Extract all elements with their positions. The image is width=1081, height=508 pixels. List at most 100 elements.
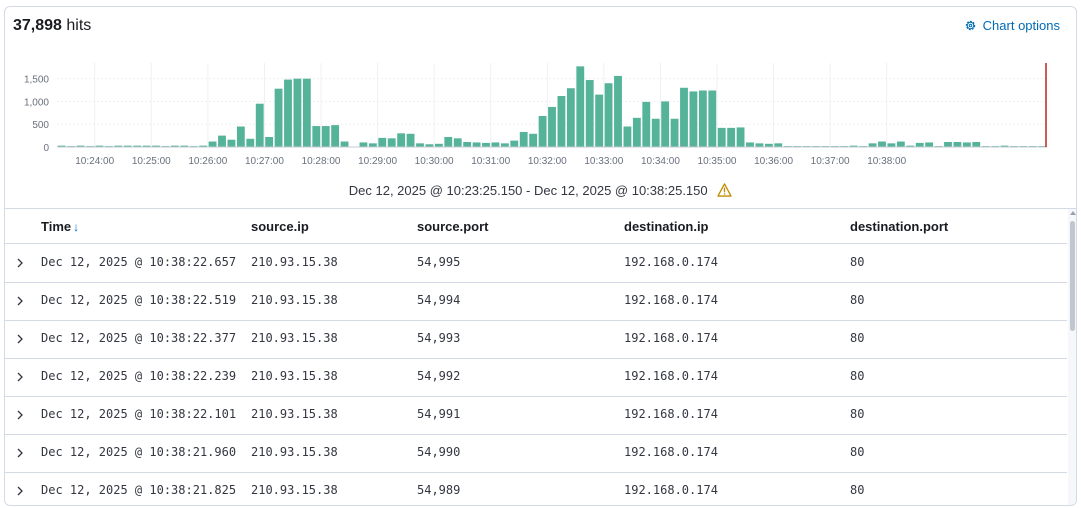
scroll-up-arrow-icon[interactable] xyxy=(1070,211,1076,215)
y-tick-label: 1,500 xyxy=(24,75,49,86)
histogram-bar xyxy=(227,139,236,147)
histogram-chart[interactable]: 10:24:00 10:25:00 10:26:00 10:27:00 10:28:00… xyxy=(5,7,1077,177)
histogram-bar xyxy=(133,145,142,147)
documents-table: Time ↓ source.ip source.port destination.… xyxy=(5,208,1076,505)
table-row[interactable]: Dec 12, 2025 @ 10:38:21.825 210.93.15.38… xyxy=(5,472,1067,505)
cell-destination-port: 80 xyxy=(850,407,865,421)
cell-destination-ip: 192.168.0.174 xyxy=(624,369,718,383)
histogram-bar xyxy=(557,95,566,147)
chevron-right-icon[interactable] xyxy=(13,332,27,346)
histogram-bar xyxy=(142,145,151,147)
table-row[interactable]: Dec 12, 2025 @ 10:38:22.657 210.93.15.38… xyxy=(5,244,1067,283)
discover-panel: 37,898 hits Chart options 10:24:00 10:25:… xyxy=(4,6,1077,506)
histogram-bar xyxy=(491,142,500,147)
histogram-bar xyxy=(293,78,302,147)
histogram-bar xyxy=(331,125,340,147)
cell-destination-port: 80 xyxy=(850,255,865,269)
histogram-bar xyxy=(95,145,104,147)
histogram-bar xyxy=(406,133,415,147)
scrollbar-thumb[interactable] xyxy=(1070,221,1075,331)
histogram-bar xyxy=(123,145,132,147)
chevron-right-icon[interactable] xyxy=(13,408,27,422)
histogram-bar xyxy=(510,140,519,147)
chevron-right-icon[interactable] xyxy=(13,256,27,270)
histogram-bar xyxy=(632,117,641,147)
histogram-bar xyxy=(736,127,745,147)
x-tick-label: 10:25:00 xyxy=(132,156,171,167)
x-tick-label: 10:37:00 xyxy=(811,156,850,167)
histogram-bar xyxy=(764,143,773,147)
histogram-bar xyxy=(774,143,783,147)
histogram-bar xyxy=(368,143,377,147)
table-row[interactable]: Dec 12, 2025 @ 10:38:22.239 210.93.15.38… xyxy=(5,358,1067,397)
histogram-bar xyxy=(274,88,283,147)
chevron-right-icon[interactable] xyxy=(13,446,27,460)
histogram-bar xyxy=(585,80,594,147)
warning-icon[interactable] xyxy=(717,183,732,197)
histogram-bar xyxy=(312,126,321,147)
column-header-destination-ip[interactable]: destination.ip xyxy=(624,219,709,234)
table-row[interactable]: Dec 12, 2025 @ 10:38:22.519 210.93.15.38… xyxy=(5,282,1067,321)
chevron-right-icon[interactable] xyxy=(13,294,27,308)
histogram-bar xyxy=(265,136,274,147)
cell-time: Dec 12, 2025 @ 10:38:22.101 xyxy=(41,407,237,421)
column-header-time-label: Time xyxy=(41,219,72,234)
histogram-bar xyxy=(1000,145,1009,147)
histogram-bar xyxy=(576,66,585,147)
histogram-bar xyxy=(896,141,905,147)
cell-source-port: 54,989 xyxy=(417,483,461,497)
cell-source-port: 54,995 xyxy=(417,255,461,269)
y-tick-label: 0 xyxy=(43,143,49,154)
sort-descending-icon[interactable]: ↓ xyxy=(73,220,80,234)
x-tick-label: 10:24:00 xyxy=(75,156,114,167)
table-row[interactable]: Dec 12, 2025 @ 10:38:21.960 210.93.15.38… xyxy=(5,434,1067,473)
cell-source-port: 54,993 xyxy=(417,331,461,345)
histogram-bar xyxy=(614,75,622,147)
histogram-bar xyxy=(661,101,670,147)
histogram-bar xyxy=(604,83,613,147)
cell-destination-port: 80 xyxy=(850,483,865,497)
hits-count: 37,898 hits xyxy=(13,17,91,35)
histogram-bar xyxy=(284,79,292,147)
cell-destination-port: 80 xyxy=(850,293,865,307)
cell-source-ip: 210.93.15.38 xyxy=(251,445,338,459)
cell-source-ip: 210.93.15.38 xyxy=(251,293,338,307)
histogram-bar xyxy=(708,90,717,147)
cell-destination-ip: 192.168.0.174 xyxy=(624,331,718,345)
histogram-bar xyxy=(255,103,264,147)
chevron-right-icon[interactable] xyxy=(13,484,27,498)
histogram-bar xyxy=(680,87,688,147)
time-range-label: Dec 12, 2025 @ 10:23:25.150 - Dec 12, 20… xyxy=(348,183,708,198)
histogram-bar xyxy=(519,131,528,147)
column-header-time[interactable]: Time ↓ xyxy=(41,219,79,234)
cell-destination-ip: 192.168.0.174 xyxy=(624,483,718,497)
x-tick-label: 10:26:00 xyxy=(188,156,227,167)
x-tick-label: 10:28:00 xyxy=(302,156,341,167)
column-header-destination-port[interactable]: destination.port xyxy=(850,219,949,234)
histogram-bar xyxy=(868,143,877,147)
x-tick-label: 10:32:00 xyxy=(528,156,567,167)
histogram-bar xyxy=(246,138,255,147)
chart-options-button[interactable]: Chart options xyxy=(964,18,1060,33)
x-tick-label: 10:38:00 xyxy=(867,156,906,167)
histogram-bar xyxy=(170,145,179,147)
table-row[interactable]: Dec 12, 2025 @ 10:38:22.101 210.93.15.38… xyxy=(5,396,1067,435)
histogram-bar xyxy=(566,88,575,147)
histogram-bar xyxy=(623,126,632,147)
x-tick-label: 10:27:00 xyxy=(245,156,284,167)
histogram-bar xyxy=(378,137,387,147)
chevron-right-icon[interactable] xyxy=(13,370,27,384)
histogram-bar xyxy=(340,141,349,147)
table-scrollbar[interactable] xyxy=(1068,209,1076,505)
column-header-source-ip[interactable]: source.ip xyxy=(251,219,309,234)
column-header-source-port[interactable]: source.port xyxy=(417,219,489,234)
histogram-bar xyxy=(651,118,660,147)
histogram-bar xyxy=(887,143,896,147)
histogram-bar xyxy=(500,143,509,147)
histogram-bar xyxy=(321,126,330,147)
histogram-bar xyxy=(670,118,679,147)
table-row[interactable]: Dec 12, 2025 @ 10:38:22.377 210.93.15.38… xyxy=(5,320,1067,359)
cell-destination-ip: 192.168.0.174 xyxy=(624,255,718,269)
histogram-bar xyxy=(953,141,962,147)
histogram-bar xyxy=(595,94,604,147)
